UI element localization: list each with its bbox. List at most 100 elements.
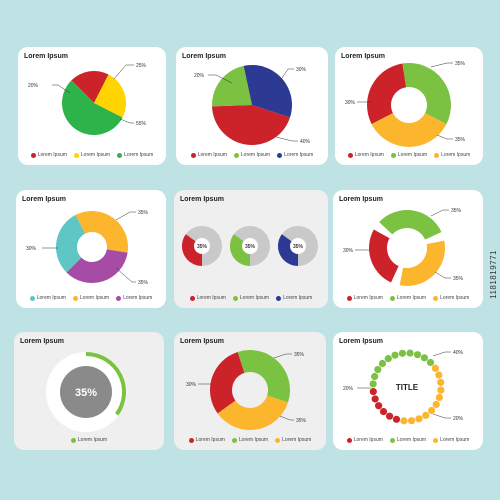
pie-chart-1: 20% 25% 55% [28, 63, 147, 135]
percent-label: 30% [186, 382, 197, 388]
legend-item: Lorem Ipsum [433, 295, 469, 301]
percent-label: 20% [453, 416, 464, 422]
ring-dot [420, 354, 429, 362]
legend: Lorem Ipsum Lorem Ipsum Lorem Ipsum [18, 152, 166, 158]
leader-line [279, 415, 294, 421]
legend-dot [232, 295, 238, 301]
leader-line [436, 134, 453, 140]
slice-0 [210, 351, 245, 414]
stock-id: 1181819771 [489, 250, 498, 299]
chart-title: Lorem Ipsum [339, 338, 383, 345]
legend-label: Lorem Ipsum [239, 295, 270, 301]
legend: Lorem Ipsum Lorem Ipsum Lorem Ipsum [174, 295, 328, 301]
ring-dot [422, 411, 430, 419]
percent-label: 35% [138, 280, 149, 286]
ring-dot [437, 386, 445, 394]
ring-dot [391, 351, 399, 359]
percent-label: 35% [294, 352, 305, 358]
percent-label: 40% [300, 139, 311, 145]
legend-item: Lorem Ipsum [29, 295, 66, 301]
ring-dot [375, 402, 383, 410]
chart-card-8: Lorem Ipsum 30% 35% 35% Lorem Ipsum Lorem I… [174, 332, 326, 450]
slice-0 [369, 229, 399, 283]
legend-dot [30, 152, 36, 158]
chart-card-9: Lorem Ipsum TITLE 20% 40% 20% Lorem Ipsum Lo… [333, 332, 483, 450]
legend-dot [29, 295, 35, 301]
leader-line [432, 351, 451, 357]
leader-line [113, 64, 134, 80]
percent-label: 30% [296, 67, 307, 73]
legend-label: Lorem Ipsum [79, 295, 110, 301]
progress-value: 35% [75, 387, 97, 399]
ring-dot [385, 412, 394, 420]
legend-label: Lorem Ipsum [282, 437, 312, 443]
legend-label: Lorem Ipsum [37, 152, 67, 158]
legend-dot [116, 295, 122, 301]
slice-2 [61, 80, 123, 135]
chart-title: Lorem Ipsum [341, 53, 385, 60]
percent-label: 35% [455, 137, 466, 143]
chart-card-2: Lorem Ipsum 20% 30% 40% Lorem Ipsum Lorem I… [176, 47, 328, 165]
chart-title: Lorem Ipsum [20, 338, 64, 345]
legend-item: Lorem Ipsum [346, 295, 383, 301]
legend: Lorem Ipsum Lorem Ipsum Lorem Ipsum [335, 152, 483, 158]
ring-dot [406, 349, 414, 357]
slice-0 [71, 71, 109, 103]
slice-0 [212, 105, 291, 145]
leader-line [119, 118, 134, 124]
ring-dot [371, 395, 379, 403]
leader-line [279, 68, 294, 82]
leader-line [430, 62, 453, 68]
ring-dot [374, 365, 382, 374]
ring-dot [413, 351, 422, 359]
percent-label: 20% [194, 73, 205, 79]
chart-card-5: Lorem Ipsum 35% 35% 35% Lorem Ipsum Lorem I… [174, 190, 328, 308]
legend-dot [389, 437, 395, 443]
ring-dot [432, 400, 440, 409]
percent-label: 30% [343, 248, 354, 254]
legend-item: Lorem Ipsum [188, 437, 225, 443]
legend-item: Lorem Ipsum [389, 437, 426, 443]
leader-line [434, 271, 451, 279]
legend-item: Lorem Ipsum [189, 295, 226, 301]
percent-label: 55% [136, 121, 147, 127]
ring-dot [369, 380, 377, 388]
donut-chart-4: 30% 35% 35% [26, 210, 149, 286]
ring-dot [384, 355, 392, 363]
ring-dot [431, 364, 439, 372]
ring-dot [392, 415, 401, 423]
percent-label: 30% [26, 246, 37, 252]
slice-2 [66, 249, 128, 283]
slice-2 [217, 395, 289, 430]
legend-label: Lorem Ipsum [440, 295, 470, 301]
legend-dot [70, 437, 76, 443]
legend-dot [190, 152, 196, 158]
legend-dot [231, 437, 237, 443]
ring-dot [379, 407, 388, 416]
legend-dot [117, 152, 123, 158]
chart-card-6: Lorem Ipsum 30% 35% 35% Lorem Ipsum Lorem I… [333, 190, 483, 308]
legend-dot [233, 152, 239, 158]
pie-chart-2: 20% 30% 40% [194, 65, 311, 145]
ring-dot [437, 378, 445, 387]
legend-item: Lorem Ipsum [116, 295, 152, 301]
legend-dot [189, 295, 195, 301]
legend: Lorem Ipsum Lorem Ipsum Lorem Ipsum [174, 437, 326, 443]
ring-dot [371, 372, 379, 381]
legend-item: Lorem Ipsum [231, 437, 268, 443]
legend-label: Lorem Ipsum [80, 152, 111, 158]
legend-dot [347, 152, 353, 158]
donut-chart-3: 30% 35% 35% [345, 61, 466, 147]
legend-label: Lorem Ipsum [240, 152, 271, 158]
percent-label: 30% [345, 100, 356, 106]
ring-dot [427, 406, 436, 415]
legend-label: Lorem Ipsum [283, 295, 313, 301]
percent-label: 35% [451, 208, 462, 214]
legend-label: Lorem Ipsum [77, 437, 108, 443]
legend-label: Lorem Ipsum [354, 152, 384, 158]
percent-label: 35% [138, 210, 149, 216]
ring-dot [415, 415, 423, 423]
leader-line [208, 74, 233, 84]
legend-item: Lorem Ipsum [190, 152, 227, 158]
legend-item: Lorem Ipsum [433, 437, 469, 443]
